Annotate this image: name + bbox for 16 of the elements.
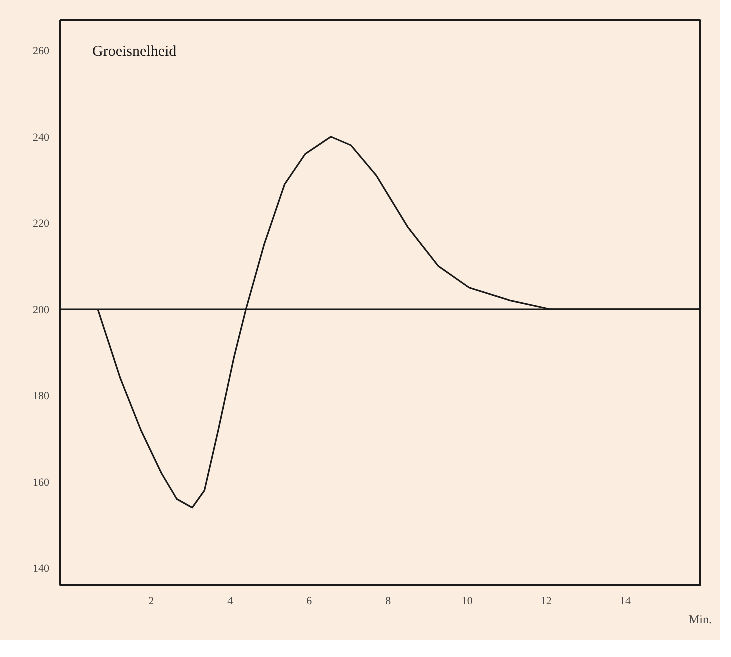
x-tick-label: 2 xyxy=(148,596,154,608)
x-tick-label: 8 xyxy=(386,596,392,608)
y-tick-label: 160 xyxy=(33,476,50,489)
y-tick-label: 260 xyxy=(33,46,50,58)
y-tick-label: 140 xyxy=(33,563,50,576)
x-tick-label: 6 xyxy=(306,596,313,608)
x-tick-label: 12 xyxy=(540,596,552,608)
y-tick-label: 200 xyxy=(33,304,50,316)
y-tick-label: 240 xyxy=(33,132,50,144)
x-tick-label: 4 xyxy=(228,596,234,608)
x-axis-title: Min. xyxy=(689,612,712,626)
y-tick-label: 180 xyxy=(33,390,50,403)
x-tick-label: 10 xyxy=(462,596,474,608)
text: Groeisnelheid xyxy=(92,44,178,60)
y-tick-label: 220 xyxy=(33,218,50,230)
x-tick-label: 14 xyxy=(620,596,632,608)
